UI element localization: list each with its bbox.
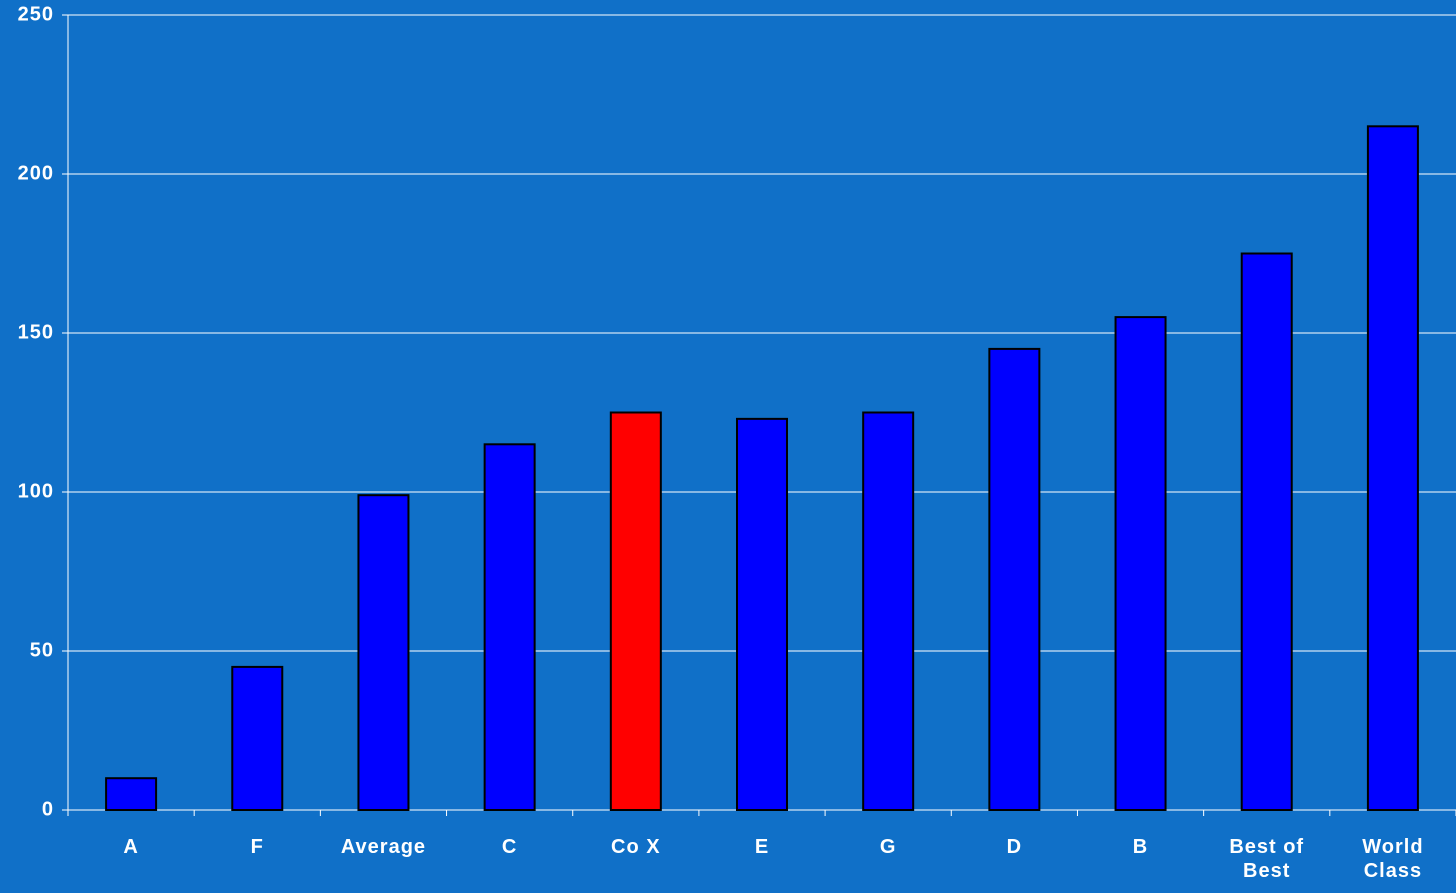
bar [231, 665, 284, 812]
y-tick-label: 100 [18, 480, 54, 502]
bar [988, 347, 1041, 811]
y-tick-label: 50 [30, 639, 54, 661]
x-tick-label: E [754, 836, 770, 858]
bar [736, 417, 788, 811]
x-tick-label: G [879, 836, 897, 858]
bar [609, 411, 662, 811]
bar [483, 443, 536, 811]
x-tick-label: F [250, 836, 264, 858]
y-tick-label: 200 [18, 162, 54, 184]
x-tick-label: Average [340, 836, 427, 858]
bar [105, 777, 158, 812]
x-tick-label: B [1132, 836, 1149, 858]
x-tick-label: Best of Best [1229, 836, 1305, 882]
y-tick-label: 150 [18, 321, 54, 343]
bar [357, 494, 410, 811]
x-tick-label: Co X [611, 836, 661, 858]
bar [1366, 125, 1419, 812]
bar [1114, 316, 1167, 811]
x-tick-label: World Class [1362, 836, 1424, 882]
bar [862, 411, 915, 811]
x-tick-label: D [1006, 836, 1023, 858]
x-tick-label: C [501, 836, 518, 858]
y-tick-label: 250 [18, 3, 54, 25]
bar [1240, 252, 1293, 811]
x-tick-label: A [123, 836, 139, 858]
y-tick-label: 0 [42, 798, 54, 820]
